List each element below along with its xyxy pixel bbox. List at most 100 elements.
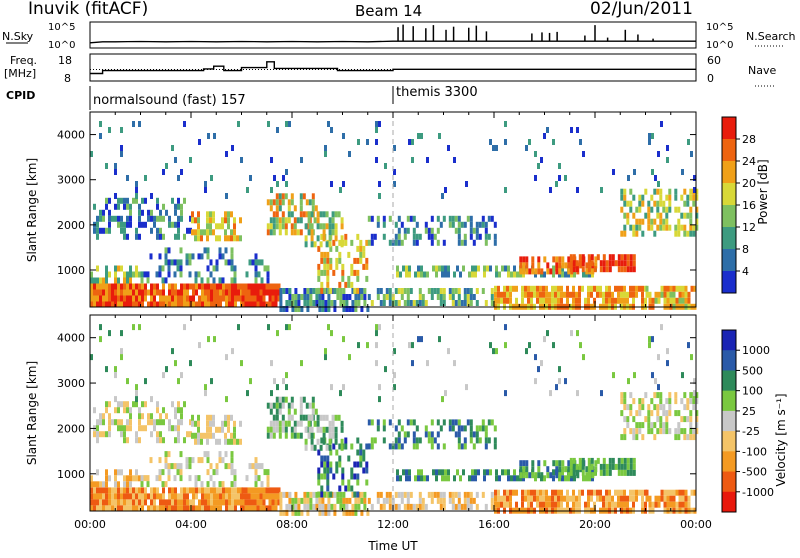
power-heat-cell xyxy=(509,291,512,298)
velocity-heat-cell xyxy=(623,428,627,435)
velocity-colorbar-swatch xyxy=(722,390,736,412)
velocity-heat-cell xyxy=(174,493,177,500)
velocity-heat-cell xyxy=(147,419,150,426)
velocity-heat-cell xyxy=(388,491,392,498)
velocity-heat-cell xyxy=(96,487,99,494)
velocity-heat-cell xyxy=(632,434,636,441)
power-heat-cell xyxy=(331,211,335,218)
velocity-heat-cell xyxy=(117,481,120,488)
power-heat-cell xyxy=(681,169,684,175)
velocity-heat-cell xyxy=(330,503,334,510)
velocity-heat-cell xyxy=(270,390,273,397)
velocity-heat-cell xyxy=(451,491,455,498)
power-heat-cell xyxy=(340,217,344,224)
power-heat-cell xyxy=(300,294,304,300)
power-heat-cell xyxy=(234,295,237,302)
velocity-heat-cell xyxy=(237,493,240,500)
velocity-heat-cell xyxy=(638,398,642,405)
noise-left-tick-bottom: 10^0 xyxy=(48,40,75,51)
power-heat-cell xyxy=(435,265,438,272)
velocity-heat-cell xyxy=(176,463,180,470)
power-heat-cell xyxy=(348,151,351,157)
power-heat-cell xyxy=(554,291,557,298)
power-heat-cell xyxy=(678,285,682,292)
power-heat-cell xyxy=(451,215,455,222)
velocity-heat-cell xyxy=(391,443,395,450)
power-heat-cell xyxy=(132,301,135,308)
velocity-heat-cell xyxy=(285,503,289,510)
velocity-heat-cell xyxy=(548,495,551,502)
power-heat-cell xyxy=(513,265,516,272)
velocity-heat-cell xyxy=(281,426,285,433)
velocity-heat-cell xyxy=(695,410,699,417)
velocity-heat-cell xyxy=(299,402,303,409)
power-heat-cell xyxy=(328,217,332,224)
velocity-heat-cell xyxy=(146,481,150,488)
velocity-heat-cell xyxy=(657,384,660,391)
power-heat-cell xyxy=(277,295,281,302)
power-heat-cell xyxy=(430,215,434,222)
velocity-heat-cell xyxy=(367,497,371,504)
velocity-heat-cell xyxy=(626,463,630,470)
power-heat-cell xyxy=(176,265,180,272)
velocity-heat-cell xyxy=(366,342,369,349)
power-heat-cell xyxy=(300,157,303,163)
power-heat-cell xyxy=(654,291,658,298)
velocity-heat-cell xyxy=(350,473,354,480)
power-heat-cell xyxy=(393,169,396,175)
velocity-colorbar-label: Velocity [m s⁻¹] xyxy=(774,393,788,486)
power-heat-cell xyxy=(478,233,482,240)
velocity-heat-cell xyxy=(608,501,611,508)
velocity-heat-cell xyxy=(587,501,590,508)
velocity-heat-cell xyxy=(493,437,497,444)
power-heat-cell xyxy=(290,193,294,200)
velocity-heat-cell xyxy=(441,396,444,403)
power-heat-cell xyxy=(561,262,565,269)
velocity-heat-cell xyxy=(388,419,392,426)
velocity-heat-cell xyxy=(93,481,96,488)
velocity-heat-cell xyxy=(90,481,93,488)
power-heat-cell xyxy=(330,181,333,187)
velocity-heat-cell xyxy=(144,401,147,408)
power-heat-cell xyxy=(605,266,609,273)
power-heat-cell xyxy=(426,157,429,163)
power-heat-cell xyxy=(168,221,171,228)
power-heat-cell xyxy=(400,288,404,294)
velocity-heat-cell xyxy=(315,497,319,504)
power-heat-cell xyxy=(177,221,180,228)
velocity-heat-cell xyxy=(334,426,338,433)
power-heat-cell xyxy=(329,257,333,264)
velocity-heat-cell xyxy=(351,509,355,516)
power-heat-cell xyxy=(439,300,443,306)
power-heat-cell xyxy=(666,285,670,292)
power-heat-cell xyxy=(105,277,108,284)
power-heat-cell xyxy=(539,297,542,304)
velocity-heat-cell xyxy=(546,330,549,337)
power-heat-cell xyxy=(424,300,428,306)
power-heat-cell xyxy=(557,291,560,298)
power-heat-cell xyxy=(543,256,547,263)
power-heat-cell xyxy=(228,283,231,290)
velocity-heat-cell xyxy=(266,481,270,488)
velocity-heat-cell xyxy=(224,420,227,427)
velocity-heat-cell xyxy=(312,491,316,498)
velocity-heat-cell xyxy=(406,491,410,498)
power-heat-cell xyxy=(680,194,684,201)
velocity-heat-cell xyxy=(393,384,396,391)
velocity-heat-cell xyxy=(191,420,194,427)
power-heat-cell xyxy=(441,265,444,272)
power-heat-cell xyxy=(267,121,270,127)
power-heat-cell xyxy=(353,257,357,264)
power-heat-cell xyxy=(585,268,589,275)
power-heat-cell xyxy=(253,283,257,290)
power-heat-cell xyxy=(120,295,123,302)
power-heat-cell xyxy=(417,265,420,272)
velocity-heat-cell xyxy=(194,475,198,482)
power-heat-cell xyxy=(660,121,663,127)
velocity-heat-cell xyxy=(183,505,186,512)
power-heat-cell xyxy=(309,300,313,306)
power-heat-cell xyxy=(632,230,636,237)
power-heat-cell xyxy=(341,275,345,282)
power-heat-cell xyxy=(285,121,288,127)
power-heat-cell xyxy=(692,230,696,237)
